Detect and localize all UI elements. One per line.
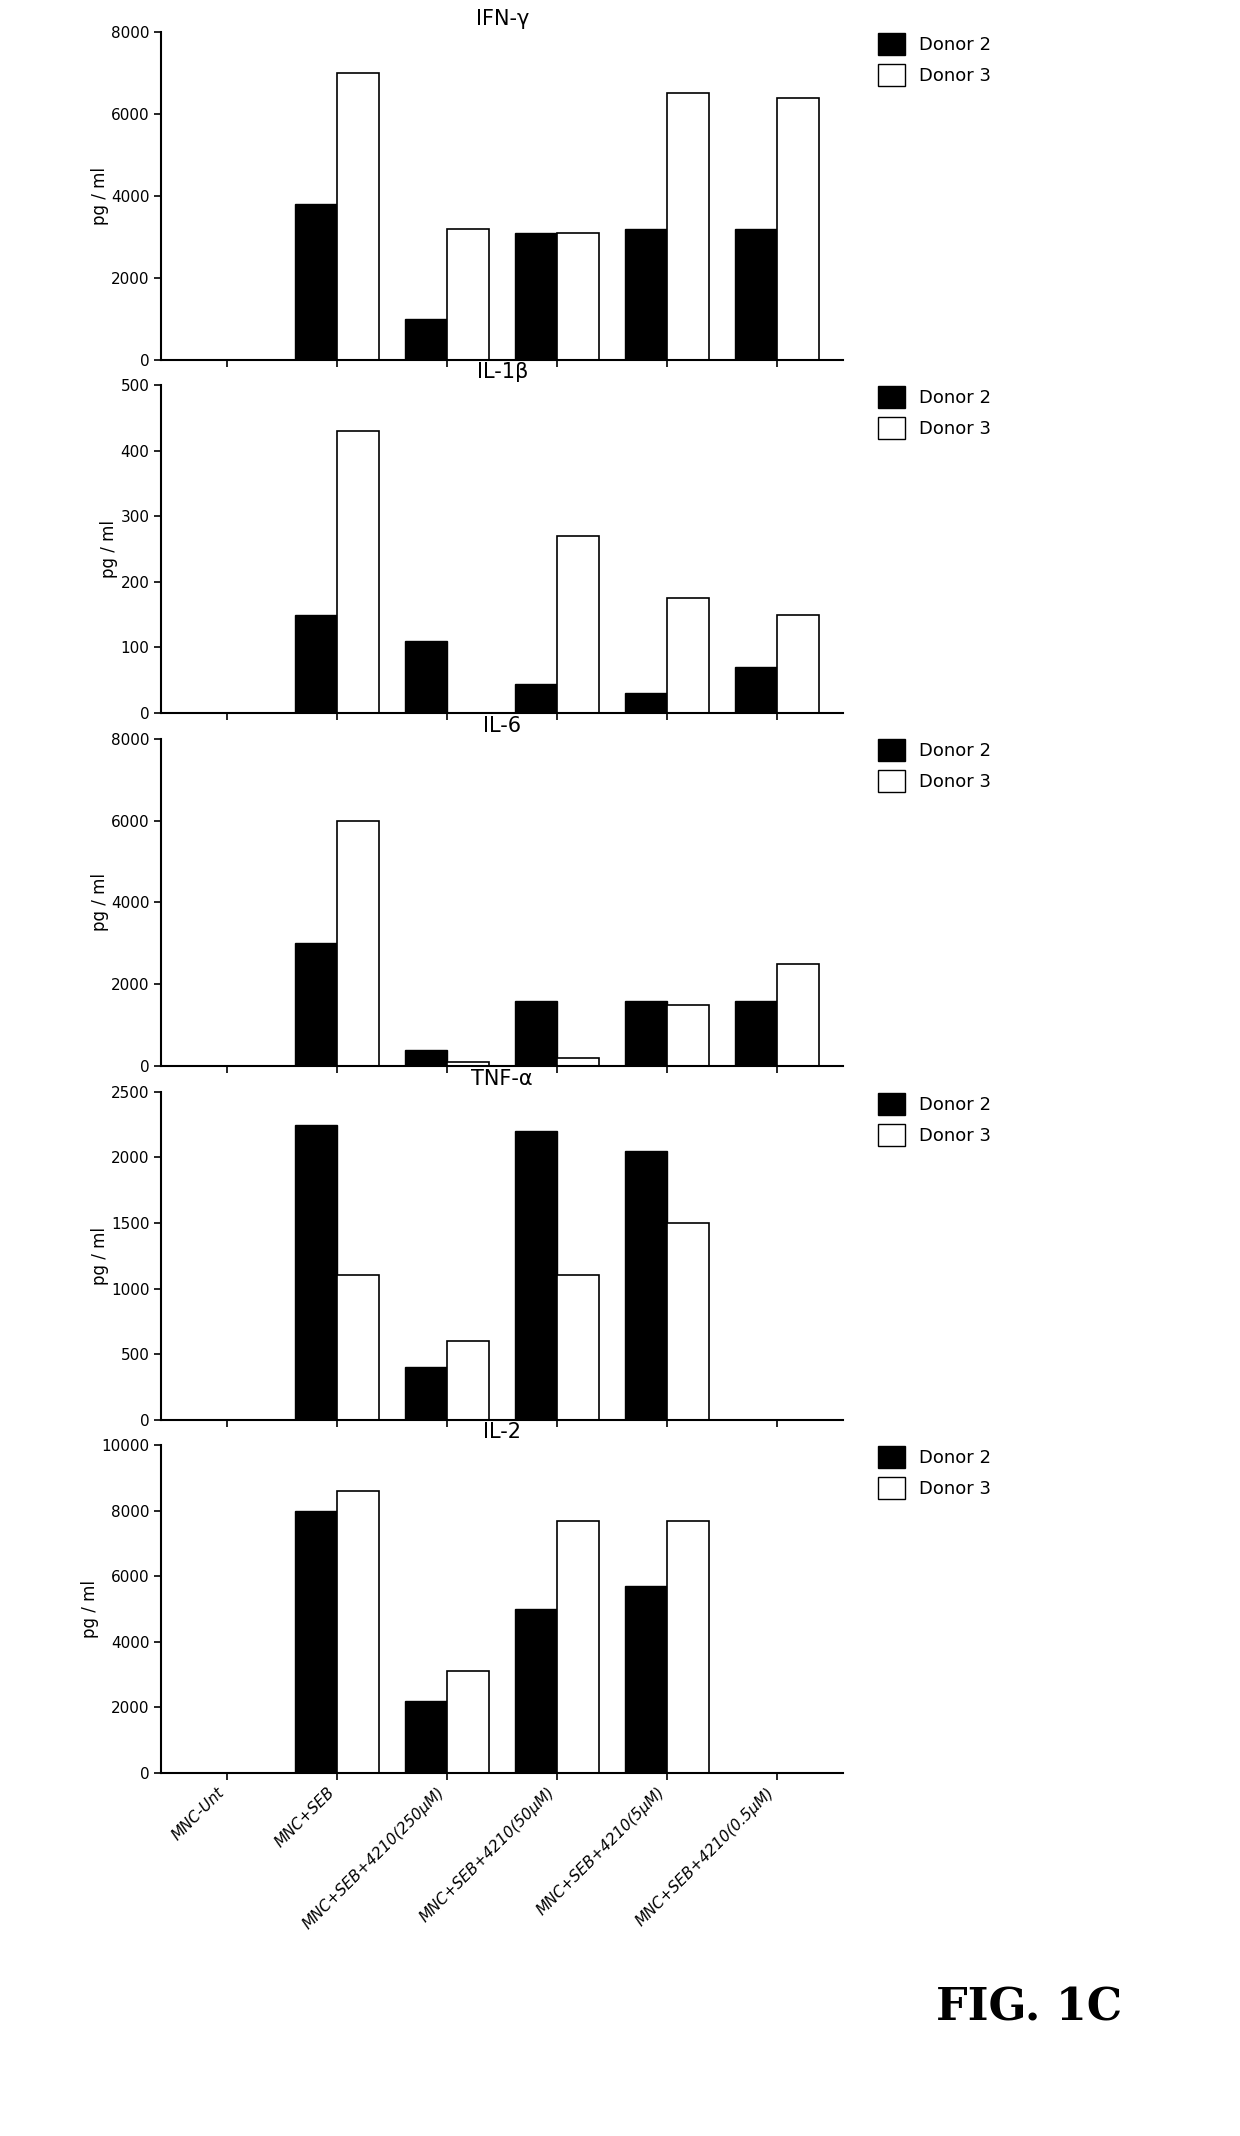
Bar — [295, 1126, 337, 1420]
Bar — [735, 1002, 777, 1066]
Legend: Donor 2, Donor 3: Donor 2, Donor 3 — [870, 1440, 998, 1506]
Bar — [337, 1491, 379, 1773]
Bar — [516, 684, 557, 713]
Bar — [405, 641, 448, 713]
Bar — [735, 666, 777, 713]
Bar — [448, 1062, 489, 1066]
Bar — [557, 233, 599, 359]
Bar — [337, 73, 379, 359]
Legend: Donor 2, Donor 3: Donor 2, Donor 3 — [870, 378, 998, 446]
Bar — [777, 963, 818, 1066]
Bar — [405, 1051, 448, 1066]
Bar — [625, 1002, 667, 1066]
Bar — [667, 1521, 709, 1773]
Bar — [516, 1132, 557, 1420]
Bar — [667, 598, 709, 713]
Bar — [405, 1367, 448, 1420]
Title: IL-1β: IL-1β — [476, 363, 528, 382]
Title: IL-2: IL-2 — [484, 1423, 521, 1442]
Bar — [557, 536, 599, 713]
Bar — [667, 1224, 709, 1420]
Y-axis label: pg / ml: pg / ml — [91, 167, 109, 224]
Bar — [667, 1004, 709, 1066]
Bar — [625, 694, 667, 713]
Y-axis label: pg / ml: pg / ml — [81, 1581, 99, 1638]
Bar — [295, 1510, 337, 1773]
Bar — [405, 318, 448, 359]
Bar — [557, 1521, 599, 1773]
Bar — [448, 229, 489, 359]
Bar — [516, 1002, 557, 1066]
Bar — [625, 1151, 667, 1420]
Text: FIG. 1C: FIG. 1C — [936, 1986, 1122, 2029]
Bar — [295, 615, 337, 713]
Bar — [625, 229, 667, 359]
Bar — [735, 229, 777, 359]
Bar — [777, 615, 818, 713]
Bar — [337, 1275, 379, 1420]
Legend: Donor 2, Donor 3: Donor 2, Donor 3 — [870, 26, 998, 94]
Bar — [337, 431, 379, 713]
Y-axis label: pg / ml: pg / ml — [91, 874, 109, 931]
Title: TNF-α: TNF-α — [471, 1068, 533, 1089]
Legend: Donor 2, Donor 3: Donor 2, Donor 3 — [870, 1085, 998, 1153]
Bar — [448, 1341, 489, 1420]
Bar — [295, 944, 337, 1066]
Bar — [625, 1587, 667, 1773]
Bar — [337, 820, 379, 1066]
Legend: Donor 2, Donor 3: Donor 2, Donor 3 — [870, 733, 998, 799]
Bar — [516, 233, 557, 359]
Y-axis label: pg / ml: pg / ml — [100, 521, 118, 579]
Bar — [448, 1670, 489, 1773]
Title: IL-6: IL-6 — [484, 716, 521, 735]
Bar — [667, 94, 709, 359]
Y-axis label: pg / ml: pg / ml — [91, 1226, 109, 1284]
Bar — [405, 1700, 448, 1773]
Bar — [557, 1057, 599, 1066]
Title: IFN-γ: IFN-γ — [475, 9, 529, 30]
Bar — [295, 205, 337, 359]
Bar — [557, 1275, 599, 1420]
Bar — [777, 98, 818, 359]
Bar — [516, 1608, 557, 1773]
